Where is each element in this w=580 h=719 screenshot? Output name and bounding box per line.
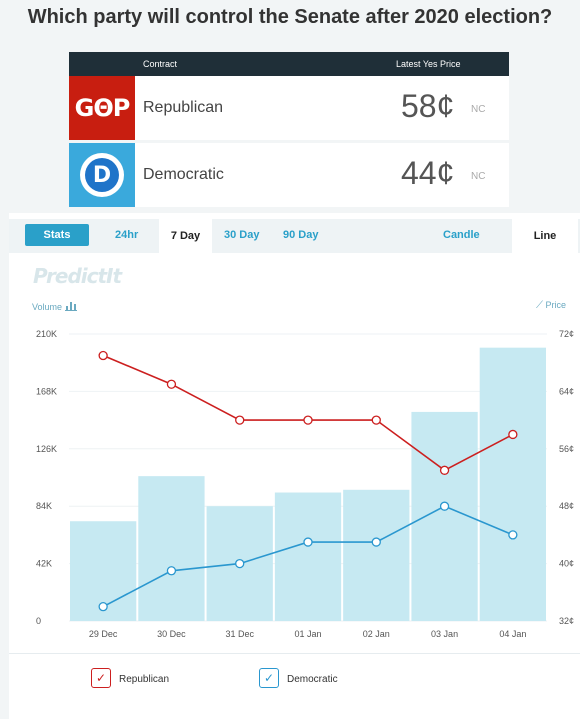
chart-panel [9, 213, 580, 718]
tab-24hr[interactable]: 24hr [115, 229, 139, 241]
tab-90day[interactable]: 90 Day [283, 229, 319, 241]
legend-item-republican[interactable]: ✓ Republican [91, 668, 170, 688]
democratic-logo-icon: D [69, 143, 135, 207]
market-table-header: Contract Latest Yes Price [69, 52, 509, 76]
legend-label: Democratic [287, 674, 338, 685]
contract-row-democratic[interactable]: D Democratic 44¢ NC [69, 143, 509, 207]
contract-column-header: Contract [143, 59, 178, 69]
predictit-logo: PredictIt [33, 264, 122, 288]
tab-candle[interactable]: Candle [443, 229, 480, 241]
contract-name: Republican [143, 99, 224, 116]
contract-price: 44¢ [401, 155, 455, 191]
chart-tabs: Stats 24hr 7 Day 30 Day 90 Day Candle Li… [9, 219, 580, 253]
contract-row-republican[interactable]: GΘP Republican 58¢ NC [69, 76, 509, 140]
legend-item-democratic[interactable]: ✓ Democratic [259, 668, 338, 688]
market-table: Contract Latest Yes Price GΘP Republican… [69, 52, 509, 207]
contract-price: 58¢ [401, 88, 455, 124]
bar-chart-icon [64, 301, 77, 311]
line-chart-icon: ⟋ [536, 300, 543, 311]
tab-stats[interactable]: Stats [25, 224, 89, 246]
legend-label: Republican [119, 674, 170, 685]
volume-axis-title: Volume [32, 300, 77, 312]
tab-7day[interactable]: 7 Day [159, 219, 212, 253]
republican-checkbox-icon[interactable]: ✓ [91, 668, 111, 688]
tab-30day[interactable]: 30 Day [224, 229, 260, 241]
democratic-checkbox-icon[interactable]: ✓ [259, 668, 279, 688]
price-axis-title: ⟋ Price [536, 300, 567, 311]
contract-name: Democratic [143, 166, 224, 183]
tab-line[interactable]: Line [512, 219, 578, 253]
gop-logo-icon: GΘP [69, 76, 135, 140]
price-change: NC [471, 104, 486, 115]
price-column-header: Latest Yes Price [396, 59, 461, 69]
price-change: NC [471, 171, 486, 182]
chart-legend: ✓ Republican ✓ Democratic [9, 653, 580, 719]
page-title: Which party will control the Senate afte… [27, 6, 553, 28]
